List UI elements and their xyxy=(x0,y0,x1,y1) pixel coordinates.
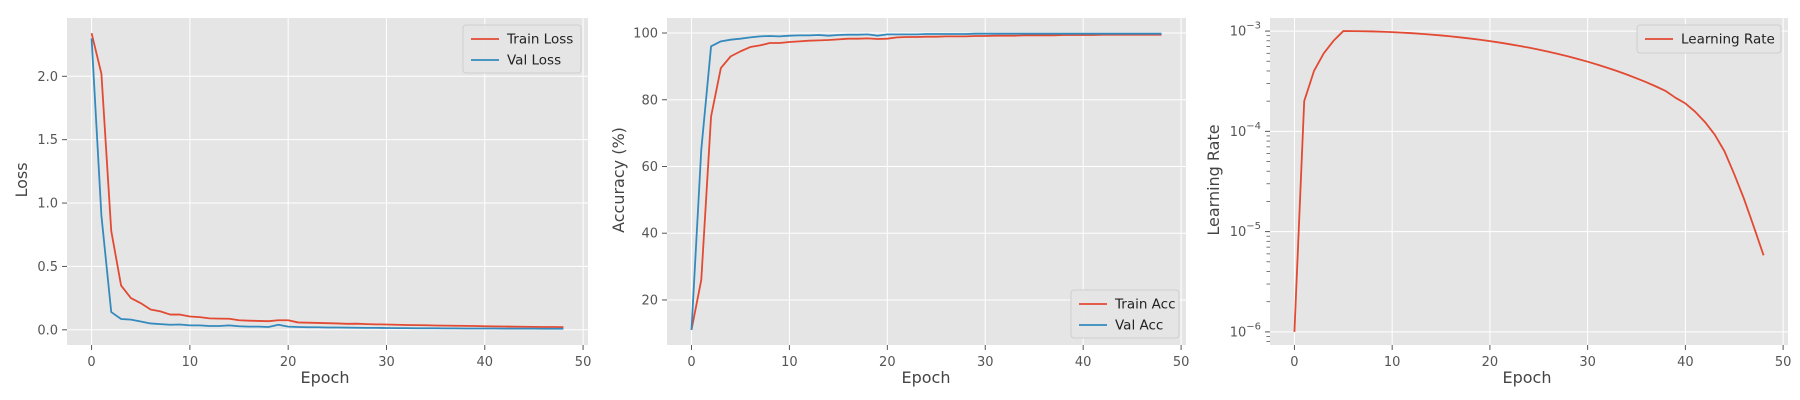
legend-label: Val Acc xyxy=(1115,318,1163,334)
legend-frame xyxy=(1070,289,1180,339)
legend-frame xyxy=(1636,24,1782,54)
y-tick-label: 10−5 xyxy=(1230,221,1261,240)
legend: Train Loss Val Loss xyxy=(462,24,582,74)
series-line-train-loss xyxy=(90,32,564,329)
x-tick-label: 20 xyxy=(1482,355,1499,370)
y-axis-label: Learning Rate xyxy=(1204,124,1223,235)
x-tick-label: 30 xyxy=(378,355,395,370)
y-tick-label: 0.5 xyxy=(37,260,58,275)
x-axis-label: Epoch xyxy=(1503,368,1552,387)
x-tick-label: 10 xyxy=(182,355,199,370)
x-tick-label: 20 xyxy=(280,355,297,370)
y-tick-label: 60 xyxy=(641,160,658,175)
legend-label: Val Loss xyxy=(507,53,561,69)
x-tick-label: 50 xyxy=(575,355,592,370)
y-tick-label: 20 xyxy=(641,293,658,308)
x-axis-label: Epoch xyxy=(301,368,350,387)
series-line-learning-rate xyxy=(1293,30,1765,332)
plot-area xyxy=(1270,18,1788,345)
x-tick-label: 50 xyxy=(1775,355,1792,370)
y-tick-label: 10−3 xyxy=(1230,21,1261,40)
x-tick-label: 10 xyxy=(781,355,798,370)
series-line-val-acc xyxy=(690,32,1162,331)
accuracy-chart: Epoch Accuracy (%) 0 10 20 30 40 50 20 40 60 80 10… xyxy=(609,18,1189,387)
legend-label: Train Loss xyxy=(506,32,573,48)
series-line-train-acc xyxy=(690,33,1162,331)
x-tick-label: 10 xyxy=(1384,355,1401,370)
legend-label: Train Acc xyxy=(1114,297,1176,313)
x-tick-label: 40 xyxy=(1677,355,1694,370)
y-tick-label: 2.0 xyxy=(37,70,58,85)
x-axis-label: Epoch xyxy=(902,368,951,387)
x-tick-label: 0 xyxy=(687,355,695,370)
y-tick-label: 10−4 xyxy=(1230,121,1261,140)
y-tick-label: 1.0 xyxy=(37,197,58,212)
legend: Train Acc Val Acc xyxy=(1070,289,1180,339)
y-tick-label: 0.0 xyxy=(37,323,58,338)
x-tick-label: 40 xyxy=(477,355,494,370)
x-tick-label: 20 xyxy=(879,355,896,370)
x-tick-label: 30 xyxy=(1579,355,1596,370)
x-tick-label: 0 xyxy=(87,355,95,370)
y-tick-label: 1.5 xyxy=(37,133,58,148)
y-axis-label: Accuracy (%) xyxy=(609,127,628,233)
loss-chart: Epoch Loss 0 10 20 30 40 50 0.0 0.5 1.0 1.5 2.0 Tra… xyxy=(12,18,591,387)
legend-label: Learning Rate xyxy=(1681,32,1775,48)
y-tick-label: 100 xyxy=(633,27,658,42)
x-tick-label: 0 xyxy=(1290,355,1298,370)
x-tick-label: 50 xyxy=(1173,355,1190,370)
y-tick-label: 10−6 xyxy=(1230,321,1261,340)
learning-rate-chart: Epoch Learning Rate 0 10 20 30 40 50 10−6 10−5 1… xyxy=(1204,18,1791,387)
x-tick-label: 30 xyxy=(977,355,994,370)
y-tick-label: 80 xyxy=(641,93,658,108)
y-axis-label: Loss xyxy=(12,162,31,197)
series-line-val-loss xyxy=(90,38,564,330)
x-tick-label: 40 xyxy=(1075,355,1092,370)
legend: Learning Rate xyxy=(1636,24,1782,54)
y-tick-label: 40 xyxy=(641,227,658,242)
legend-frame xyxy=(462,24,582,74)
